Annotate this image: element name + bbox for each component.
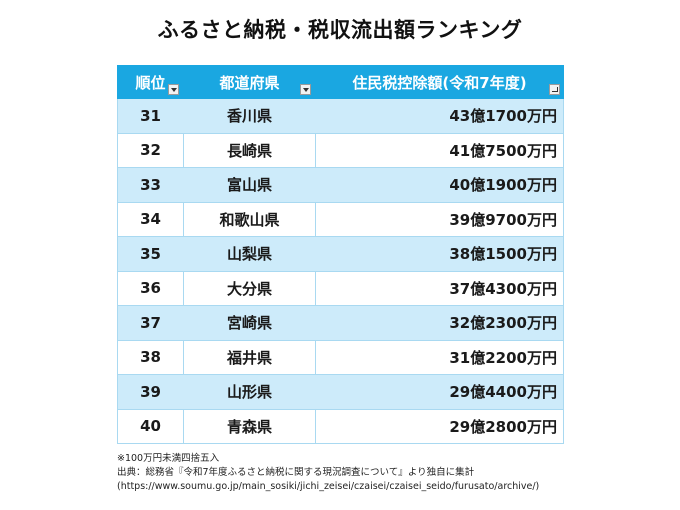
amount-cell: 43億1700万円 bbox=[315, 98, 564, 134]
rank-cell: 32 bbox=[117, 132, 184, 168]
rank-cell: 38 bbox=[117, 339, 184, 375]
rank-cell: 34 bbox=[117, 201, 184, 237]
source-url: (https://www.soumu.go.jp/main_sosiki/jic… bbox=[117, 481, 540, 492]
dropdown-filter-icon[interactable] bbox=[168, 84, 179, 95]
prefecture-cell: 和歌山県 bbox=[183, 201, 316, 237]
prefecture-cell: 宮崎県 bbox=[183, 305, 316, 341]
prefecture-cell: 富山県 bbox=[183, 167, 316, 203]
amount-cell: 29億2800万円 bbox=[315, 408, 564, 444]
amount-cell: 38億1500万円 bbox=[315, 236, 564, 272]
header-amount: 住民税控除額(令和7年度) bbox=[315, 65, 564, 99]
header-prefecture: 都道府県 bbox=[183, 65, 316, 99]
rank-cell: 33 bbox=[117, 167, 184, 203]
sorted-filter-icon[interactable] bbox=[549, 84, 560, 95]
footnotes: ※100万円未満四捨五入 出典：総務省『令和7年度ふるさと納税に関する現況調査に… bbox=[117, 452, 539, 494]
rank-cell: 31 bbox=[117, 98, 184, 134]
table-row: 38 福井県 31億2200万円 bbox=[117, 339, 564, 375]
prefecture-cell: 青森県 bbox=[183, 408, 316, 444]
amount-cell: 32億2300万円 bbox=[315, 305, 564, 341]
rank-cell: 39 bbox=[117, 374, 184, 410]
table-row: 32 長崎県 41億7500万円 bbox=[117, 132, 564, 168]
prefecture-cell: 大分県 bbox=[183, 270, 316, 306]
ranking-table: 順位 都道府県 住民税控除額(令和7年度) 31 香川県 43億1700万円 3… bbox=[117, 65, 564, 444]
table-row: 35 山梨県 38億1500万円 bbox=[117, 236, 564, 272]
rank-cell: 40 bbox=[117, 408, 184, 444]
amount-cell: 37億4300万円 bbox=[315, 270, 564, 306]
page-title: ふるさと納税・税収流出額ランキング bbox=[157, 18, 523, 42]
table-header-row: 順位 都道府県 住民税控除額(令和7年度) bbox=[117, 65, 564, 99]
table-row: 31 香川県 43億1700万円 bbox=[117, 98, 564, 134]
amount-cell: 31億2200万円 bbox=[315, 339, 564, 375]
rank-cell: 37 bbox=[117, 305, 184, 341]
prefecture-cell: 山梨県 bbox=[183, 236, 316, 272]
rank-cell: 35 bbox=[117, 236, 184, 272]
amount-cell: 40億1900万円 bbox=[315, 167, 564, 203]
header-rank: 順位 bbox=[117, 65, 184, 99]
prefecture-cell: 長崎県 bbox=[183, 132, 316, 168]
table-row: 36 大分県 37億4300万円 bbox=[117, 270, 564, 306]
rounding-note: ※100万円未満四捨五入 bbox=[117, 453, 220, 464]
header-prefecture-label: 都道府県 bbox=[219, 73, 280, 92]
prefecture-cell: 香川県 bbox=[183, 98, 316, 134]
dropdown-filter-icon[interactable] bbox=[300, 84, 311, 95]
table-row: 34 和歌山県 39億9700万円 bbox=[117, 201, 564, 237]
amount-cell: 29億4400万円 bbox=[315, 374, 564, 410]
amount-cell: 39億9700万円 bbox=[315, 201, 564, 237]
amount-cell: 41億7500万円 bbox=[315, 132, 564, 168]
source-note: 出典：総務省『令和7年度ふるさと納税に関する現況調査について』より独自に集計 bbox=[117, 467, 475, 478]
prefecture-cell: 福井県 bbox=[183, 339, 316, 375]
table-row: 33 富山県 40億1900万円 bbox=[117, 167, 564, 203]
header-amount-label: 住民税控除額(令和7年度) bbox=[352, 73, 527, 92]
table-row: 40 青森県 29億2800万円 bbox=[117, 408, 564, 444]
table-row: 39 山形県 29億4400万円 bbox=[117, 374, 564, 410]
header-rank-label: 順位 bbox=[135, 73, 166, 92]
rank-cell: 36 bbox=[117, 270, 184, 306]
table-row: 37 宮崎県 32億2300万円 bbox=[117, 305, 564, 341]
prefecture-cell: 山形県 bbox=[183, 374, 316, 410]
